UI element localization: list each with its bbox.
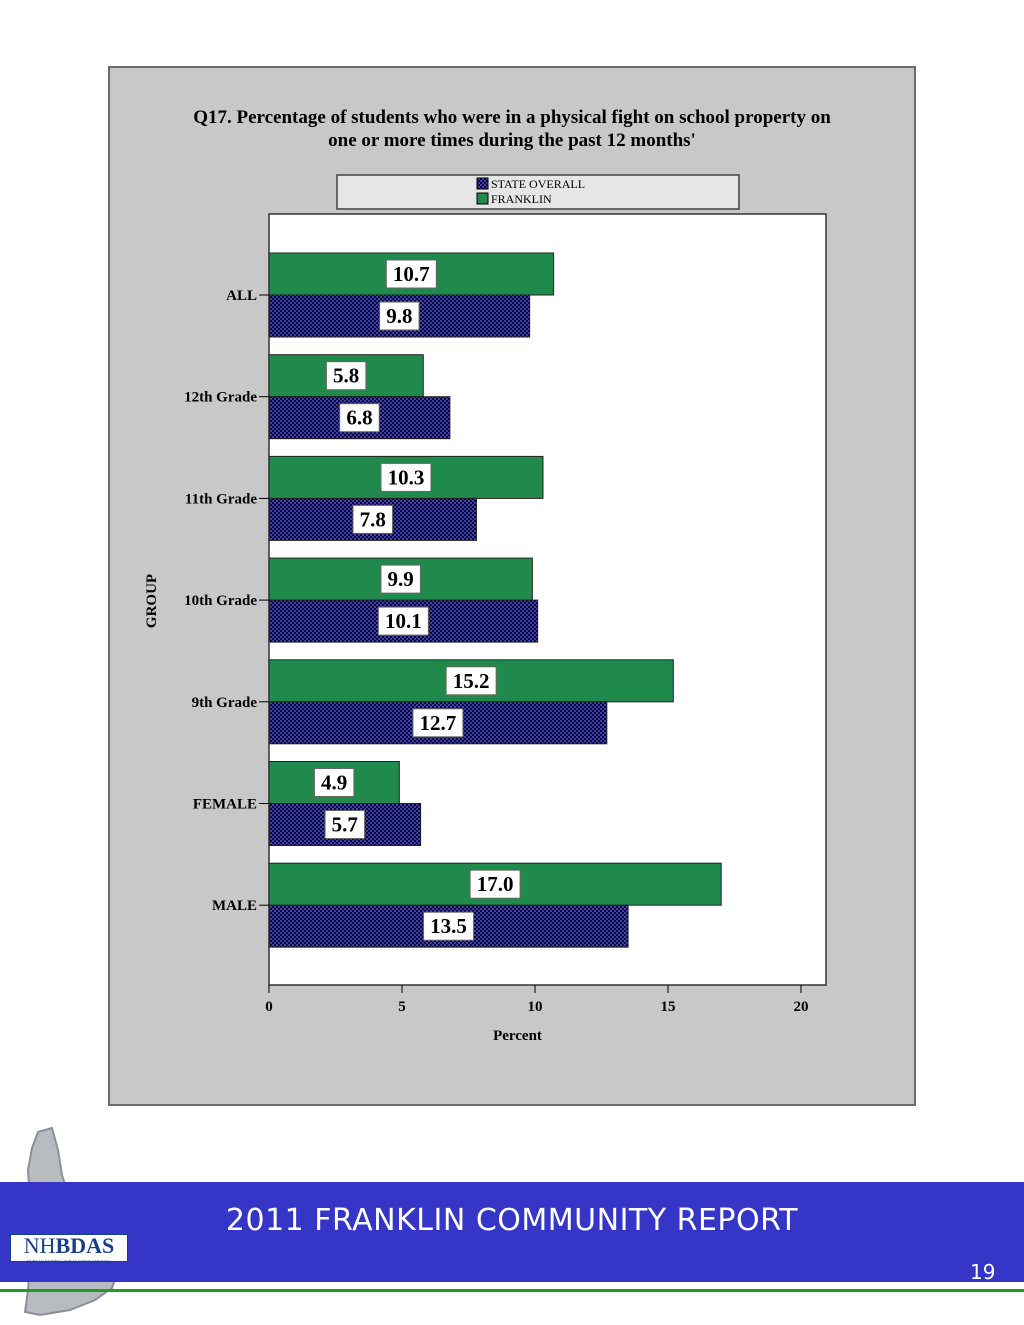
x-axis-title: Percent bbox=[493, 1028, 542, 1044]
y-tick-label: 11th Grade bbox=[185, 491, 257, 507]
x-tick-label: 15 bbox=[661, 999, 676, 1015]
data-label-franklin-box bbox=[325, 361, 367, 391]
data-label-franklin-box bbox=[380, 462, 432, 492]
data-label-state-overall-box bbox=[377, 606, 429, 636]
data-label-state-overall-box bbox=[339, 403, 380, 433]
legend-swatch bbox=[476, 192, 489, 205]
y-tick-label: 12th Grade bbox=[184, 390, 257, 406]
x-tick-label: 20 bbox=[794, 999, 809, 1015]
x-tick-label: 5 bbox=[398, 999, 406, 1015]
data-label-franklin: 10.7 bbox=[393, 262, 430, 286]
data-label-state-overall-box bbox=[352, 504, 393, 534]
footer-divider bbox=[0, 1289, 1024, 1292]
chart-title-line-1: Q17. Percentage of students who were in … bbox=[193, 107, 831, 128]
data-label-franklin: 15.2 bbox=[453, 669, 490, 693]
legend-box bbox=[336, 174, 740, 210]
chart-title: Q17. Percentage of students who were in … bbox=[110, 106, 914, 152]
logo-wordmark: NHBDAS bbox=[10, 1234, 128, 1262]
data-label-franklin-box bbox=[380, 564, 421, 594]
data-label-state-overall: 12.7 bbox=[420, 711, 457, 735]
y-axis-title: GROUP bbox=[144, 574, 160, 628]
y-tick-label: FEMALE bbox=[193, 797, 257, 813]
logo-subtext: BUREAU OF DRUG AND ALCOHOL SERVICES bbox=[27, 1259, 111, 1264]
data-label-state-overall: 13.5 bbox=[430, 914, 467, 938]
data-label-state-overall-box bbox=[324, 810, 366, 839]
x-tick-label: 0 bbox=[265, 999, 273, 1015]
legend-label: FRANKLIN bbox=[491, 192, 552, 206]
data-label-state-overall: 5.7 bbox=[332, 813, 358, 837]
x-tick-label: 10 bbox=[528, 999, 543, 1015]
data-label-franklin-box bbox=[385, 259, 437, 289]
footer-band bbox=[0, 1182, 1024, 1282]
data-label-state-overall: 9.8 bbox=[386, 304, 412, 328]
data-label-state-overall: 10.1 bbox=[385, 609, 422, 633]
data-label-state-overall: 7.8 bbox=[360, 507, 386, 531]
y-tick-label: MALE bbox=[212, 898, 257, 914]
page-number: 19 bbox=[970, 1260, 996, 1284]
y-tick-label: ALL bbox=[226, 288, 257, 304]
data-label-franklin: 9.9 bbox=[388, 567, 414, 591]
data-label-state-overall-box bbox=[412, 708, 464, 738]
data-label-state-overall-box bbox=[423, 911, 475, 941]
data-label-state-overall-box bbox=[379, 301, 420, 331]
chart-panel: Q17. Percentage of students who were in … bbox=[108, 66, 916, 1106]
y-tick-label: 10th Grade bbox=[184, 593, 257, 609]
data-label-franklin-box bbox=[445, 666, 497, 696]
legend-swatch bbox=[476, 177, 489, 190]
data-label-state-overall: 6.8 bbox=[346, 406, 372, 430]
data-label-franklin: 10.3 bbox=[388, 465, 425, 489]
y-tick-label: 9th Grade bbox=[192, 695, 258, 711]
report-title: 2011 FRANKLIN COMMUNITY REPORT bbox=[225, 1203, 799, 1238]
data-label-franklin: 4.9 bbox=[321, 771, 347, 795]
chart-title-line-2: one or more times during the past 12 mon… bbox=[328, 130, 696, 151]
plot-area: 10.7 9.8 ALL 5.8 6.8 12th Grade 10.37.8 11th Gr… bbox=[144, 213, 827, 1044]
plot-background bbox=[268, 213, 827, 986]
legend-label: STATE OVERALL bbox=[491, 177, 585, 191]
data-label-franklin-box bbox=[469, 869, 521, 899]
data-label-franklin: 5.8 bbox=[333, 364, 359, 388]
data-label-franklin-box bbox=[313, 768, 355, 797]
data-label-franklin: 17.0 bbox=[477, 872, 514, 896]
